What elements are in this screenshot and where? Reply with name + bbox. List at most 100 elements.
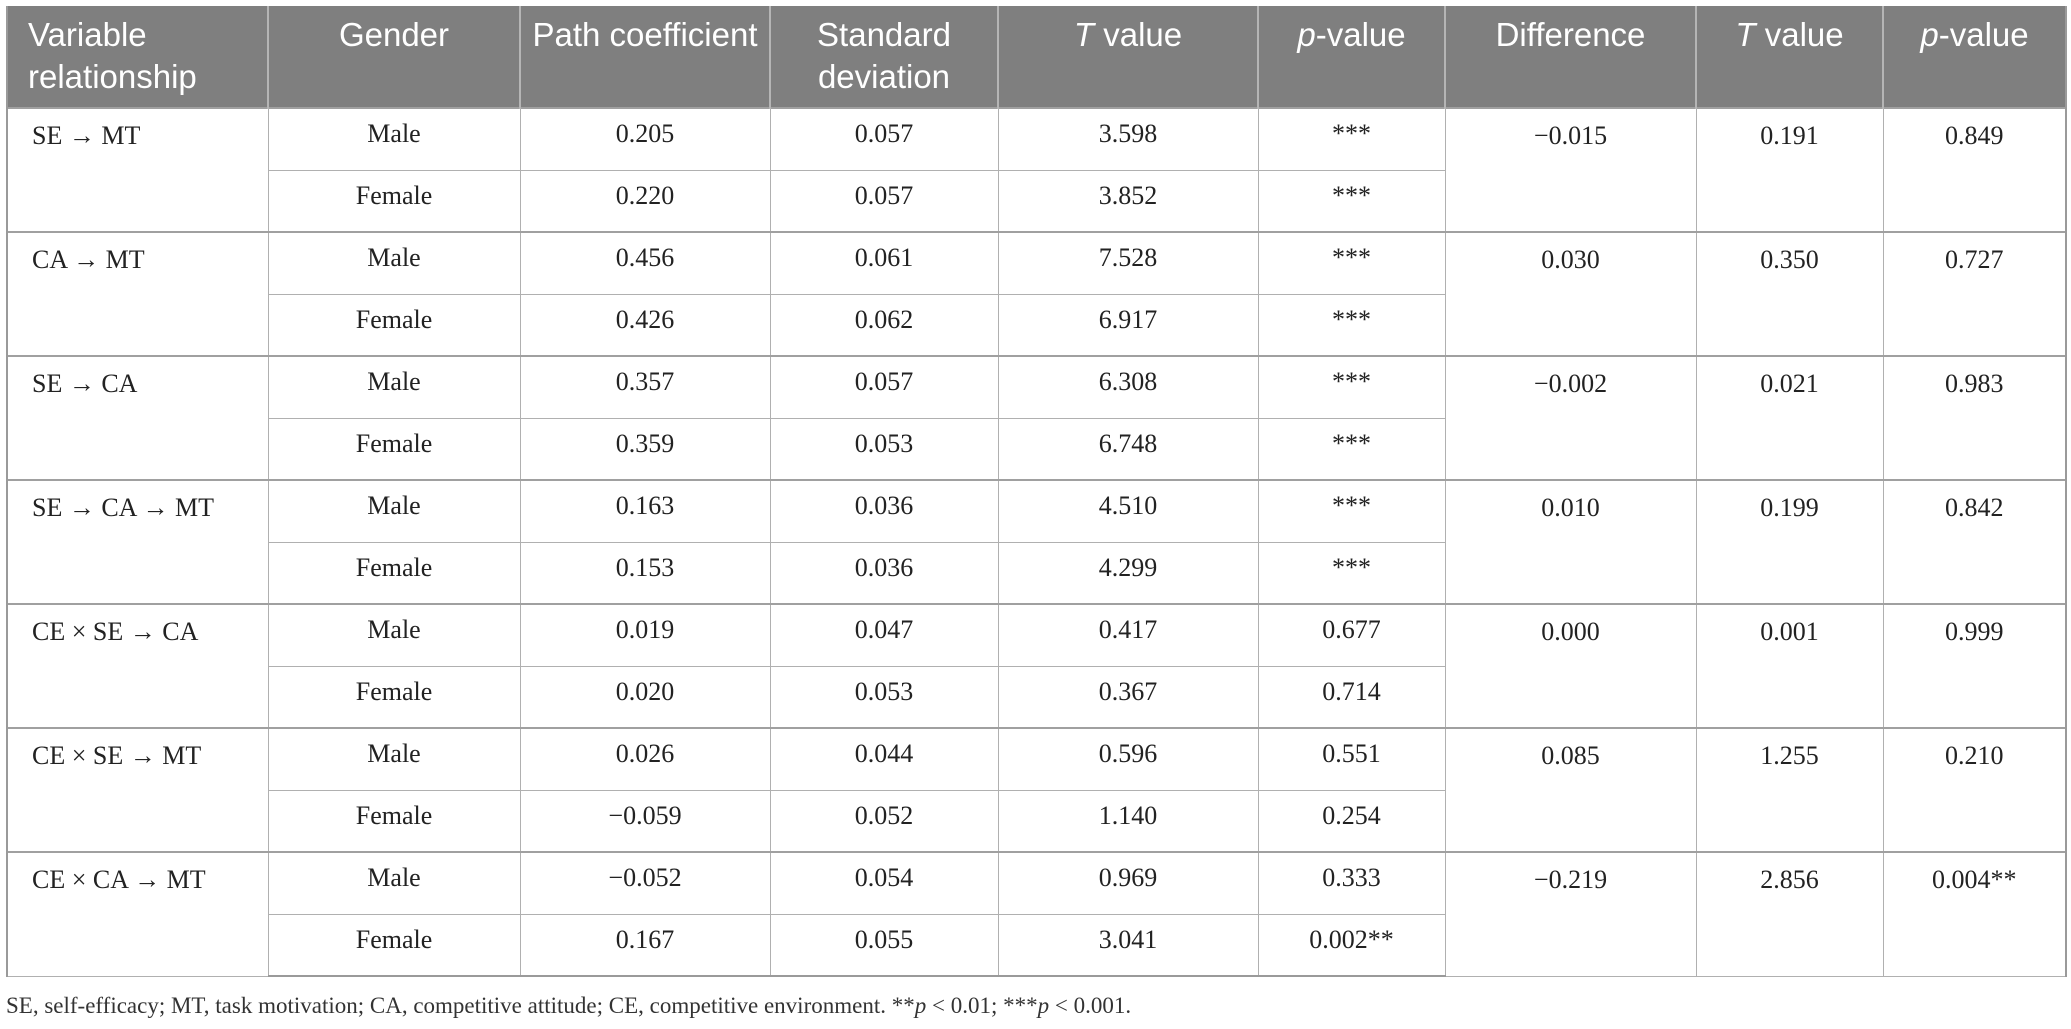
cell-gender: Male (267, 107, 521, 171)
cell-standard-deviation: 0.053 (769, 665, 999, 729)
cell-gender: Female (267, 541, 521, 605)
header-diff-t-value: T value (1695, 6, 1883, 108)
cell-p-value: 0.677 (1257, 603, 1446, 667)
cell-standard-deviation: 0.054 (769, 851, 999, 915)
cell-diff-t-value: 2.856 (1695, 851, 1884, 977)
cell-t-value: 0.969 (997, 851, 1259, 915)
cell-diff-p-value: 0.849 (1882, 107, 2067, 233)
cell-diff-p-value: 0.983 (1882, 355, 2067, 481)
table-row: SE → CA → MT Male 0.163 0.036 4.510 *** 0.010 0… (6, 479, 2067, 605)
header-variable-relationship: Variable relationship (6, 6, 268, 108)
cell-p-value: *** (1257, 169, 1446, 233)
table-row: SE → MT Male 0.205 0.057 3.598 *** −0.015 0.191… (6, 107, 2067, 233)
table-row: Female 0.167 0.055 3.041 0.002** (7, 913, 2066, 977)
cell-standard-deviation: 0.047 (769, 603, 999, 667)
cell-standard-deviation: 0.061 (769, 231, 999, 295)
cell-t-value: 1.140 (997, 789, 1259, 853)
cell-path-coefficient: 0.456 (519, 231, 771, 295)
cell-standard-deviation: 0.052 (769, 789, 999, 853)
cell-t-value: 3.041 (997, 913, 1259, 977)
table-row: CE × SE → CA Male 0.019 0.047 0.417 0.677 0.00… (6, 603, 2067, 729)
cell-t-value: 0.367 (997, 665, 1259, 729)
cell-path-coefficient: 0.153 (519, 541, 771, 605)
cell-difference: 0.085 (1444, 727, 1697, 853)
cell-relationship: CE × SE → CA (6, 603, 269, 729)
header-p-value: p-value (1257, 6, 1445, 108)
cell-standard-deviation: 0.062 (769, 293, 999, 357)
cell-gender: Female (267, 913, 521, 977)
cell-difference: 0.010 (1444, 479, 1697, 605)
cell-diff-p-value: 0.727 (1882, 231, 2067, 357)
cell-t-value: 3.598 (997, 107, 1259, 171)
cell-path-coefficient: 0.426 (519, 293, 771, 357)
cell-t-value: 4.299 (997, 541, 1259, 605)
table-row: CA → MT Male 0.456 0.061 7.528 *** 0.030 0.350 0… (6, 231, 2067, 357)
cell-diff-t-value: 0.350 (1695, 231, 1884, 357)
cell-difference: −0.219 (1444, 851, 1697, 977)
cell-t-value: 0.596 (997, 727, 1259, 791)
header-row: Variable relationship Gender Path coeffi… (6, 6, 2067, 108)
table-header: Variable relationship Gender Path coeffi… (6, 6, 2067, 108)
cell-p-value: *** (1257, 355, 1446, 419)
cell-diff-t-value: 0.191 (1695, 107, 1884, 233)
cell-gender: Male (267, 355, 521, 419)
cell-diff-t-value: 0.021 (1695, 355, 1884, 481)
cell-gender: Female (267, 665, 521, 729)
cell-t-value: 6.917 (997, 293, 1259, 357)
cell-standard-deviation: 0.057 (769, 355, 999, 419)
cell-diff-t-value: 0.001 (1695, 603, 1884, 729)
cell-p-value: 0.551 (1257, 727, 1446, 791)
cell-diff-p-value: 0.004** (1882, 851, 2067, 977)
cell-p-value: 0.002** (1257, 913, 1446, 977)
cell-gender: Male (267, 479, 521, 543)
cell-standard-deviation: 0.036 (769, 479, 999, 543)
cell-diff-t-value: 1.255 (1695, 727, 1884, 853)
results-table-container: Variable relationship Gender Path coeffi… (6, 6, 2067, 977)
cell-path-coefficient: −0.052 (519, 851, 771, 915)
header-t-value: T value (997, 6, 1258, 108)
cell-relationship: CE × CA → MT (6, 851, 269, 977)
cell-p-value: 0.333 (1257, 851, 1446, 915)
cell-t-value: 0.417 (997, 603, 1259, 667)
cell-relationship: CA → MT (6, 231, 269, 357)
cell-diff-p-value: 0.210 (1882, 727, 2067, 853)
cell-relationship: SE → CA (6, 355, 269, 481)
cell-t-value: 6.748 (997, 417, 1259, 481)
cell-path-coefficient: 0.220 (519, 169, 771, 233)
header-standard-deviation: Standard deviation (769, 6, 998, 108)
cell-standard-deviation: 0.057 (769, 169, 999, 233)
cell-t-value: 3.852 (997, 169, 1259, 233)
cell-path-coefficient: 0.019 (519, 603, 771, 667)
cell-path-coefficient: −0.059 (519, 789, 771, 853)
cell-standard-deviation: 0.055 (769, 913, 999, 977)
cell-relationship: CE × SE → MT (6, 727, 269, 853)
cell-path-coefficient: 0.020 (519, 665, 771, 729)
cell-gender: Male (267, 231, 521, 295)
cell-gender: Male (267, 851, 521, 915)
cell-difference: 0.000 (1444, 603, 1697, 729)
cell-difference: 0.030 (1444, 231, 1697, 357)
cell-difference: −0.015 (1444, 107, 1697, 233)
cell-gender: Male (267, 727, 521, 791)
table-row: CE × CA → MT Male −0.052 0.054 0.969 0.333 −0.… (6, 851, 2067, 977)
cell-p-value: *** (1257, 107, 1446, 171)
cell-standard-deviation: 0.053 (769, 417, 999, 481)
table-row: Female 0.153 0.036 4.299 *** (7, 541, 2066, 605)
cell-gender: Female (267, 789, 521, 853)
header-difference: Difference (1444, 6, 1696, 108)
cell-p-value: *** (1257, 231, 1446, 295)
cell-t-value: 6.308 (997, 355, 1259, 419)
cell-path-coefficient: 0.167 (519, 913, 771, 977)
cell-t-value: 4.510 (997, 479, 1259, 543)
cell-p-value: 0.254 (1257, 789, 1446, 853)
cell-p-value: *** (1257, 479, 1446, 543)
cell-diff-p-value: 0.999 (1882, 603, 2067, 729)
cell-relationship: SE → CA → MT (6, 479, 269, 605)
cell-path-coefficient: 0.205 (519, 107, 771, 171)
cell-standard-deviation: 0.044 (769, 727, 999, 791)
table-row: SE → CA Male 0.357 0.057 6.308 *** −0.002 0.021… (6, 355, 2067, 481)
cell-path-coefficient: 0.359 (519, 417, 771, 481)
table-row: Female 0.426 0.062 6.917 *** (7, 293, 2066, 357)
table-body: SE → MT Male 0.205 0.057 3.598 *** −0.015 0.191… (6, 107, 2067, 977)
cell-p-value: 0.714 (1257, 665, 1446, 729)
